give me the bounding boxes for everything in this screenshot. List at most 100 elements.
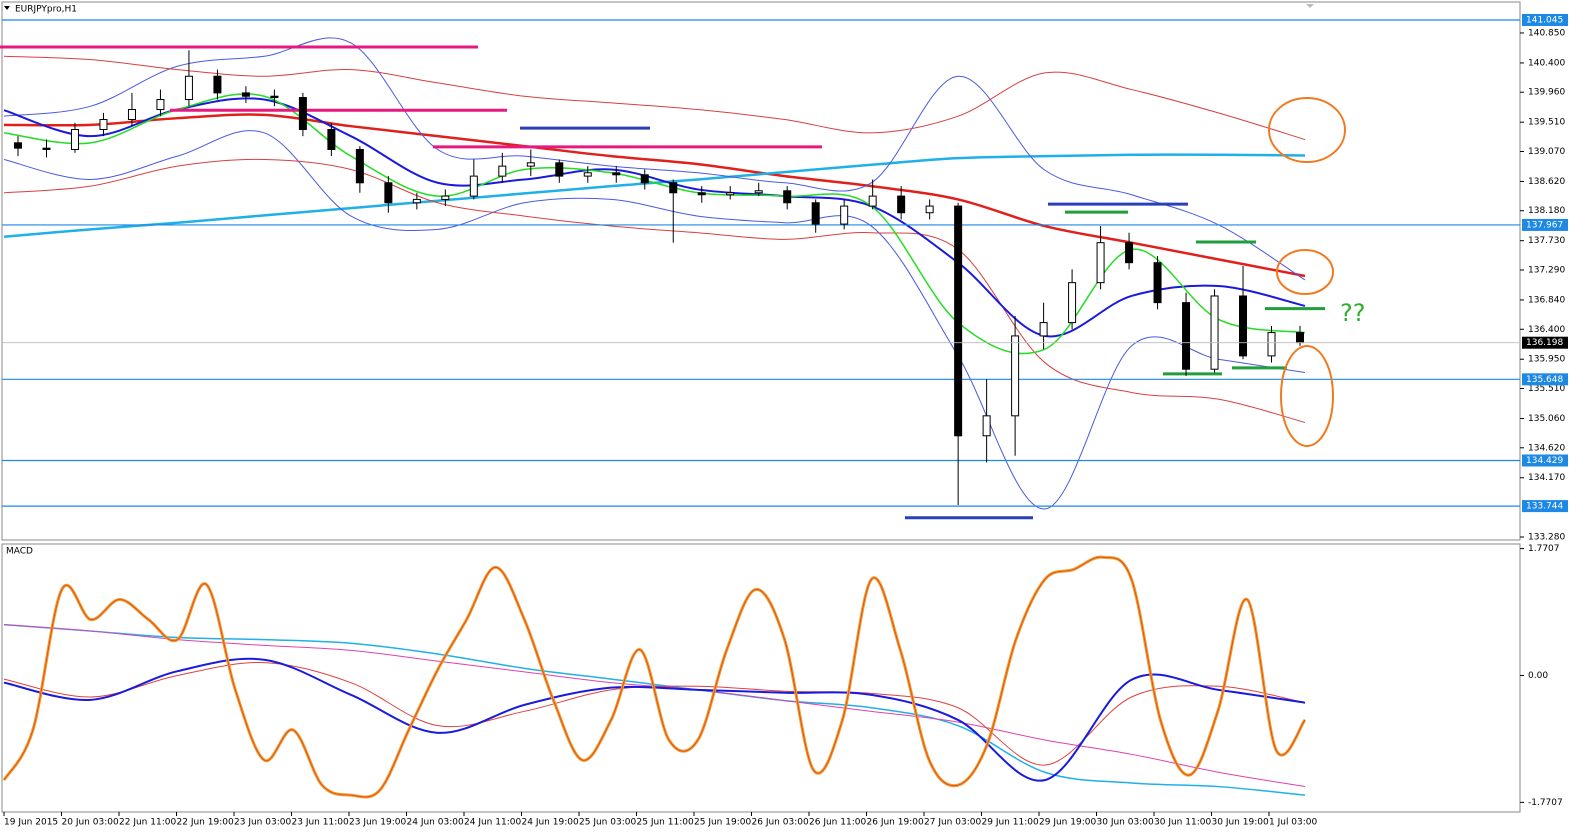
candle-body	[355, 148, 364, 184]
x-tick-label: 19 Jun 2015	[4, 818, 58, 828]
candle-body	[1039, 322, 1048, 337]
x-tick-label: 22 Jun 11:00	[119, 818, 176, 828]
candle-body	[811, 202, 820, 225]
y-tick-label: 0.00	[1528, 671, 1548, 681]
plot-layer: 140.850 140.400 139.960 139.510 139.070 138.6…	[0, 13, 1568, 828]
x-tick-label: 29 Jun 19:00	[1039, 818, 1096, 828]
x-tick-label: 24 Jun 03:00	[407, 818, 464, 828]
candle-body	[127, 109, 136, 121]
menu-triangle[interactable]	[4, 6, 10, 10]
candle-body	[1153, 262, 1162, 304]
indicator-line	[3, 55, 1306, 140]
candle-body	[270, 95, 279, 99]
candle-body	[412, 198, 421, 204]
y-tick-label: 133.280	[1528, 533, 1565, 543]
x-tick-label: 29 Jun 11:00	[982, 818, 1039, 828]
candle-body	[697, 192, 706, 196]
candle-body	[1210, 295, 1219, 370]
current-price-box	[1522, 336, 1568, 349]
candle-body	[14, 142, 22, 149]
candle-body	[42, 147, 51, 150]
y-tick-label: 135.060	[1528, 414, 1565, 424]
candle-body	[1239, 295, 1248, 357]
candle-body	[469, 175, 478, 197]
candle-body	[583, 172, 592, 177]
y-tick-label: 137.730	[1528, 236, 1565, 246]
macd-line	[3, 662, 1306, 766]
level-label-box	[1522, 218, 1568, 231]
candle-body	[99, 119, 108, 131]
candle-body	[982, 415, 991, 437]
candle-body	[156, 99, 165, 111]
y-tick-label: 139.070	[1528, 147, 1565, 157]
candle-body	[1096, 242, 1105, 284]
x-tick-label: 23 Jun 19:00	[349, 818, 406, 828]
candle-body	[754, 190, 763, 194]
candle-body	[441, 195, 450, 200]
indicator-line	[3, 130, 1306, 510]
x-tick-label: 22 Jun 19:00	[177, 818, 234, 828]
x-tick-label: 25 Jun 03:00	[579, 818, 636, 828]
candle-body	[1267, 332, 1276, 357]
candle-body	[327, 129, 336, 150]
candle-body	[298, 97, 307, 131]
x-tick-label: 30 Jun 11:00	[1154, 818, 1211, 828]
candle-body	[640, 174, 649, 184]
x-tick-label: 25 Jun 11:00	[637, 818, 694, 828]
macd-line-core	[3, 556, 1306, 798]
candle-body	[840, 205, 849, 225]
y-tick-label: 136.840	[1528, 295, 1565, 305]
candle-body	[241, 92, 250, 97]
candle-body	[526, 162, 535, 167]
candle-body	[1125, 242, 1134, 264]
x-tick-label: 30 Jun 19:00	[1212, 818, 1269, 828]
level-label: 141.045	[1526, 15, 1563, 25]
x-tick-label: 26 Jun 11:00	[809, 818, 866, 828]
highlight-ellipse	[1276, 249, 1334, 295]
x-tick-label: 26 Jun 19:00	[867, 818, 924, 828]
level-label-box	[1522, 13, 1568, 26]
candle-body	[498, 165, 507, 177]
level-label-box	[1522, 500, 1568, 513]
x-tick-label: 24 Jun 11:00	[464, 818, 521, 828]
y-tick-label: 139.960	[1528, 88, 1565, 98]
candle-body	[726, 192, 735, 196]
annotation: ??	[1340, 299, 1365, 327]
level-label: 135.648	[1526, 375, 1563, 385]
candle-body	[1068, 282, 1077, 324]
candle-body	[897, 195, 906, 214]
candle-body	[184, 75, 193, 101]
candle-body	[555, 162, 564, 177]
y-tick-label: 138.180	[1528, 206, 1565, 216]
y-tick-label: 140.400	[1528, 58, 1565, 68]
indicator-line	[3, 37, 1306, 281]
y-tick-label: 136.400	[1528, 325, 1565, 335]
y-tick-label: 134.170	[1528, 473, 1565, 483]
x-tick-label: 20 Jun 03:00	[62, 818, 119, 828]
x-tick-label: 25 Jun 19:00	[694, 818, 751, 828]
indicator-line	[3, 97, 1306, 338]
macd-title: MACD	[6, 547, 33, 557]
x-tick-label: 26 Jun 03:00	[752, 818, 809, 828]
candle-body	[669, 182, 678, 194]
candle-body	[868, 195, 877, 207]
candle-body	[70, 129, 79, 150]
current-price-label: 136.198	[1526, 338, 1563, 348]
y-tick-label: 135.950	[1528, 355, 1565, 365]
x-tick-label: 23 Jun 03:00	[234, 818, 291, 828]
level-label: 133.744	[1526, 502, 1563, 512]
x-tick-label: 1 Jul 03:00	[1269, 818, 1318, 828]
candle-body	[612, 172, 621, 176]
candle-body	[1011, 335, 1020, 417]
y-tick-label: 135.510	[1528, 384, 1565, 394]
y-tick-label: 138.620	[1528, 177, 1565, 187]
candle-body	[954, 205, 963, 437]
y-tick-label: 139.510	[1528, 118, 1565, 128]
x-tick-label: 24 Jun 19:00	[522, 818, 579, 828]
highlight-ellipse	[1280, 345, 1334, 447]
x-tick-label: 23 Jun 11:00	[292, 818, 349, 828]
shift-marker	[1306, 4, 1314, 8]
y-tick-label: 1.7707	[1528, 544, 1560, 554]
candle-body	[384, 182, 393, 204]
